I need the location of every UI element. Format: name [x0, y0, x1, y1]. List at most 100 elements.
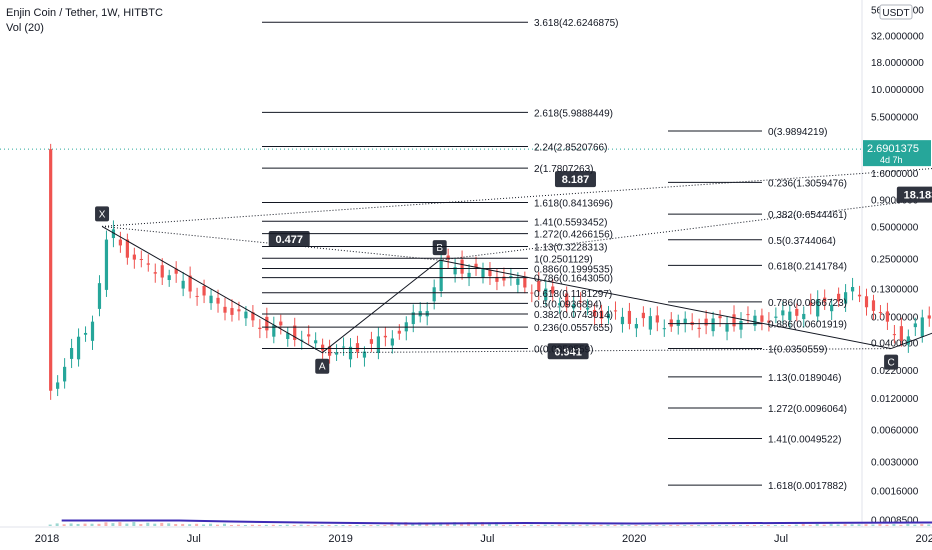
volume-bar — [620, 524, 624, 526]
volume-bar — [202, 524, 206, 526]
candle-body — [592, 309, 597, 317]
last-price-value: 2.6901375 — [867, 143, 919, 155]
candle-body — [216, 297, 220, 304]
volume-bar — [139, 524, 143, 526]
ratio-label-bg — [268, 231, 310, 248]
volume-bar — [871, 524, 875, 526]
candle-body — [837, 293, 841, 302]
volume-bar — [634, 525, 638, 526]
volume-bar — [725, 525, 729, 526]
volume-bar — [209, 523, 213, 526]
candle-body — [104, 239, 109, 290]
volume-bar — [243, 525, 247, 526]
candle-body — [244, 311, 248, 319]
harmonic-ratio-line — [322, 348, 892, 354]
ratio-label: 18.183 — [904, 190, 932, 202]
candle-body — [362, 351, 367, 358]
volume-bar — [508, 524, 512, 526]
candle-body — [49, 149, 53, 391]
fib-retracement-label: 0.786(0.0966723) — [768, 298, 847, 309]
fib-retracement: 0(3.9894219) 0.236(1.3059476) 0.382(0.6544… — [668, 127, 847, 492]
candle-body — [683, 318, 687, 324]
candle-body — [279, 321, 283, 326]
candle-body — [509, 276, 513, 278]
fib-retracement-label: 0(3.9894219) — [768, 127, 828, 138]
candle-body — [920, 317, 924, 337]
candle-body — [481, 268, 485, 278]
candle-body — [327, 346, 332, 356]
candle-body — [488, 269, 492, 277]
fib-extension-label: 1.13(0.3228313) — [534, 243, 607, 254]
volume-bar — [104, 522, 108, 526]
volume-indicator-label[interactable]: Vol (20) — [6, 22, 44, 34]
candle-body — [474, 263, 478, 268]
volume-bar — [745, 525, 749, 526]
volume-bar — [801, 524, 805, 526]
harmonic-ratio-line — [102, 225, 440, 261]
volume-bar — [780, 525, 784, 526]
volume-bar — [648, 525, 652, 526]
candle-body — [906, 336, 910, 345]
volume-bar — [578, 525, 582, 526]
candle-body — [348, 346, 353, 360]
volume-bar — [334, 525, 338, 526]
candle-body — [711, 318, 715, 332]
candle-body — [544, 288, 548, 301]
pivot-label-bg — [884, 354, 899, 370]
volume-bar — [474, 523, 478, 526]
candle-body — [669, 319, 673, 327]
candle-body — [118, 239, 122, 246]
fib-retracement-label: 0.5(0.3744064) — [768, 236, 836, 247]
volume-bar — [787, 525, 791, 526]
candle-body — [160, 265, 164, 278]
candle-body — [63, 366, 67, 382]
candle-body — [69, 347, 74, 359]
volume-bar — [48, 524, 52, 526]
time-tick-label: Jul — [187, 533, 201, 545]
volume-bar — [711, 525, 715, 526]
volume-bar — [188, 524, 192, 526]
volume-bar — [815, 524, 819, 526]
candle-body — [334, 352, 339, 355]
volume-bar — [718, 525, 722, 526]
volume-bar — [153, 523, 157, 526]
volume-bar — [411, 523, 415, 526]
candle-body — [355, 343, 360, 352]
volume-bar — [125, 523, 129, 526]
candle-body — [153, 272, 157, 274]
volume-bar — [285, 524, 289, 526]
volume-bar — [892, 524, 896, 526]
currency-box-frame — [879, 4, 913, 20]
fib-extension-label: 1.41(0.5593452) — [534, 217, 607, 228]
price-tick-label: 0.0016000 — [871, 486, 919, 497]
candle-body — [258, 327, 262, 330]
last-price-countdown: 4d 7h — [880, 155, 903, 165]
volume-bar — [229, 525, 233, 526]
fib-retracement-label: 0.886(0.0601919) — [768, 320, 847, 331]
candle-body — [286, 333, 290, 339]
fib-retracement-label: 1.272(0.0096064) — [768, 404, 847, 415]
candle-body — [139, 259, 143, 261]
volume-bar — [906, 524, 910, 526]
volume-bar — [655, 525, 659, 526]
candle-body — [202, 286, 206, 296]
volume-bar — [160, 522, 164, 526]
volume-bar — [927, 524, 931, 526]
chart-legend: Enjin Coin / Tether, 1W, HITBTC Vol (20) — [6, 6, 163, 36]
fib-extension-label: 2.618(5.9888449) — [534, 108, 613, 119]
candle-body — [585, 307, 590, 310]
ratio-label-bg — [554, 171, 596, 188]
candle-body — [648, 316, 652, 330]
pivot-label-bg — [315, 358, 330, 374]
volume-bar — [669, 525, 673, 526]
harmonic-leg — [439, 259, 892, 350]
ratio-label-bg — [547, 343, 589, 360]
volume-bar — [278, 525, 282, 526]
price-tick-label: 10.0000000 — [871, 85, 924, 96]
price-tick-label: 0.0220000 — [871, 366, 919, 377]
volume-bar — [752, 525, 756, 526]
fib-extension-label: 3.618(42.6246875) — [534, 18, 619, 29]
candle-body — [537, 281, 541, 292]
candle-body — [516, 278, 520, 285]
